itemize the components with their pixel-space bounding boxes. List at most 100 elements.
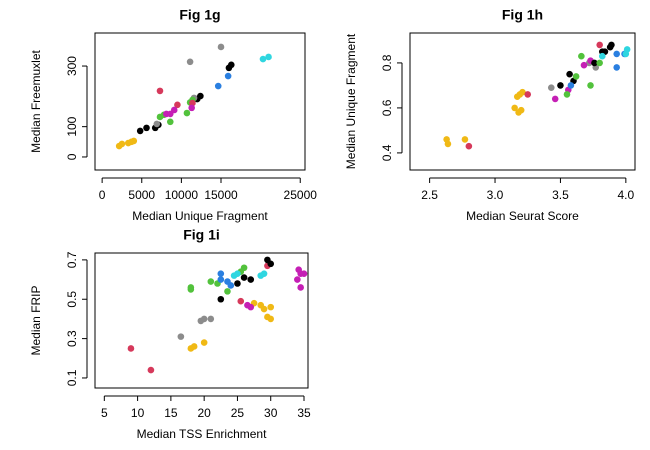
y-tick-label: 100 [65,116,79,136]
point [240,274,248,281]
plot-box [94,252,309,389]
point [224,72,232,80]
point [127,345,135,352]
x-tick-label: 3.5 [552,188,569,202]
point [166,118,174,126]
point [517,106,525,114]
point [260,270,268,277]
point [240,264,248,272]
point [566,70,573,78]
point [247,276,255,283]
point [177,333,185,340]
point [265,53,272,61]
x-tick-label: 30 [264,406,278,420]
point [118,140,126,148]
chart-title: Fig 1g [179,7,220,23]
x-tick-label: 10 [131,406,145,420]
point [587,82,594,89]
point [572,73,580,80]
point [596,41,603,49]
x-tick-label: 15 [164,406,178,420]
chart-title: Fig 1i [183,227,220,243]
point [465,142,473,150]
point [623,46,631,53]
point [260,305,268,313]
point [207,278,215,285]
x-tick-label: 20 [197,406,211,420]
y-axis-label: Median Unique Fragment [344,33,358,169]
point [224,288,231,295]
point [511,104,518,112]
point [227,282,235,289]
x-tick-label: 2.5 [421,188,438,202]
point [608,41,615,49]
point [247,303,255,311]
x-tick-label: 3.0 [487,188,504,202]
point [197,92,204,100]
x-tick-label: 5 [101,406,108,420]
point [267,315,275,323]
x-tick-label: 15000 [204,188,238,202]
point [186,58,194,66]
chart-title: Fig 1h [502,7,543,23]
x-axis-label: Median Seurat Score [466,209,579,223]
y-tick-label: 0.6 [380,99,394,116]
y-axis-label: Median Freemuxlet [29,49,43,152]
point [267,303,275,311]
point [613,50,620,58]
plot-box [409,32,636,171]
point [237,297,245,305]
point [228,61,235,69]
x-axis-label: Median TSS Enrichment [137,427,268,441]
point [444,140,452,148]
point [183,109,191,117]
point [234,270,241,277]
point [189,99,196,107]
y-tick-label: 0.1 [65,369,79,386]
point [187,284,195,291]
point [153,120,161,128]
x-tick-label: 25 [231,406,245,420]
point [200,339,208,346]
point [524,91,532,98]
y-axis-label: Median FRIP [29,285,43,355]
point [217,43,225,51]
point [267,260,275,268]
point [580,61,588,69]
point [143,124,150,132]
point [217,276,225,283]
point [295,266,302,274]
y-tick-label: 0.3 [65,330,79,347]
point [547,84,555,91]
x-tick-label: 35 [297,406,311,420]
point [188,104,195,112]
point [174,101,181,109]
plot-box [94,32,306,171]
y-tick-label: 300 [65,56,79,76]
point [596,59,603,67]
point [190,343,198,350]
point [156,87,164,95]
x-axis-label: Median Unique Fragment [132,209,268,223]
point [234,280,241,287]
point [300,270,308,277]
point [598,52,606,60]
point [461,136,469,143]
point [259,55,267,63]
y-tick-label: 0.5 [65,291,79,308]
y-tick-label: 0 [65,153,79,160]
point [578,52,585,60]
point [613,64,620,71]
x-tick-label: 4.0 [617,188,634,202]
point [567,82,575,89]
point [591,59,598,67]
point [217,270,225,277]
point [130,137,138,145]
x-tick-label: 10000 [165,188,199,202]
x-tick-label: 25000 [284,188,318,202]
point [200,315,208,323]
point [207,315,215,323]
point [214,82,222,90]
point [217,295,225,303]
